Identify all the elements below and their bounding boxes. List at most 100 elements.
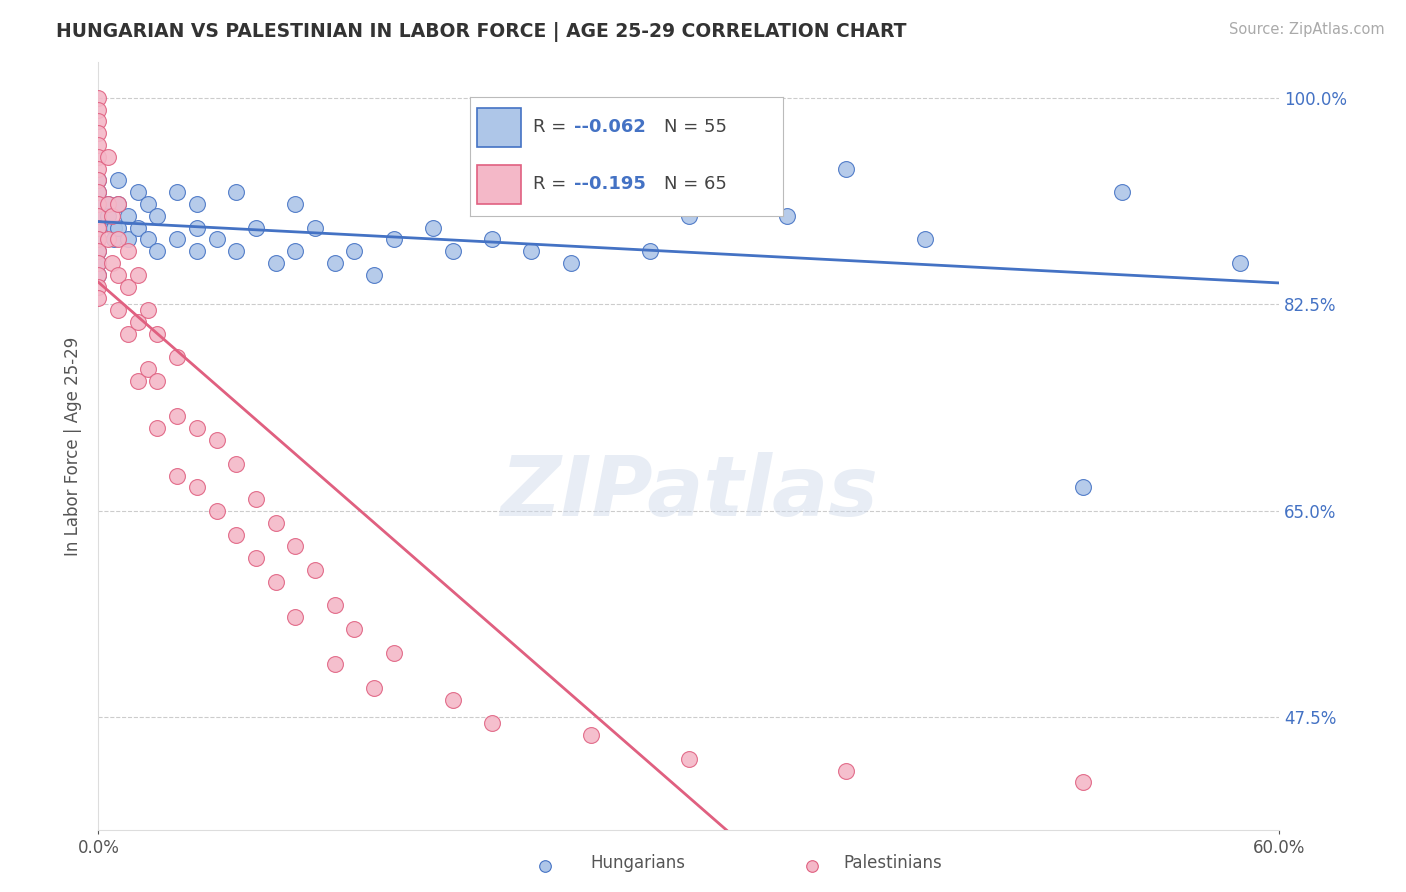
Point <box>245 220 267 235</box>
Point <box>87 186 110 200</box>
Point <box>87 173 110 187</box>
Point <box>127 220 149 235</box>
Point <box>87 256 110 270</box>
Point <box>382 232 405 246</box>
Point <box>87 232 110 246</box>
Point <box>166 468 188 483</box>
Point <box>127 186 149 200</box>
Point <box>87 256 110 270</box>
Point <box>146 421 169 435</box>
Point <box>107 220 129 235</box>
Point <box>186 421 208 435</box>
Point <box>101 209 124 223</box>
Point <box>534 858 557 872</box>
Point <box>441 692 464 706</box>
Point <box>363 268 385 282</box>
Point <box>205 504 228 518</box>
Point <box>97 197 120 211</box>
Point <box>146 374 169 388</box>
Point <box>304 220 326 235</box>
Point <box>363 681 385 695</box>
Point <box>117 279 139 293</box>
Point <box>87 268 110 282</box>
Point <box>835 161 858 176</box>
Point <box>343 622 366 636</box>
Point <box>343 244 366 259</box>
Point <box>1229 256 1251 270</box>
Point <box>107 232 129 246</box>
Point <box>481 232 503 246</box>
Point <box>87 103 110 117</box>
Point <box>87 220 110 235</box>
Point <box>87 138 110 153</box>
Point <box>127 268 149 282</box>
Point <box>107 197 129 211</box>
Point <box>1111 186 1133 200</box>
Point <box>264 256 287 270</box>
Point <box>166 232 188 246</box>
Y-axis label: In Labor Force | Age 25-29: In Labor Force | Age 25-29 <box>65 336 83 556</box>
Point <box>205 232 228 246</box>
Point <box>146 244 169 259</box>
Point <box>186 480 208 494</box>
Point <box>136 197 159 211</box>
Point <box>678 752 700 766</box>
Point <box>264 574 287 589</box>
Point <box>87 232 110 246</box>
Point <box>97 232 120 246</box>
Point <box>146 326 169 341</box>
Point <box>441 244 464 259</box>
Point <box>107 268 129 282</box>
Point <box>107 197 129 211</box>
Text: HUNGARIAN VS PALESTINIAN IN LABOR FORCE | AGE 25-29 CORRELATION CHART: HUNGARIAN VS PALESTINIAN IN LABOR FORCE … <box>56 22 907 42</box>
Point <box>579 728 602 742</box>
Text: Hungarians: Hungarians <box>591 855 686 872</box>
Point <box>87 209 110 223</box>
Point <box>520 244 543 259</box>
Point <box>382 646 405 660</box>
Point <box>225 244 247 259</box>
Point <box>127 374 149 388</box>
Point <box>186 220 208 235</box>
Point <box>284 610 307 624</box>
Point <box>87 91 110 105</box>
Point <box>835 764 858 778</box>
Point <box>136 362 159 376</box>
Point <box>801 858 824 872</box>
Point <box>422 220 444 235</box>
Point <box>117 232 139 246</box>
Point <box>87 279 110 293</box>
Point <box>87 220 110 235</box>
Point <box>87 244 110 259</box>
Point <box>87 209 110 223</box>
Point <box>245 492 267 507</box>
Point <box>97 197 120 211</box>
Point <box>87 114 110 128</box>
Point <box>284 244 307 259</box>
Point <box>284 539 307 553</box>
Point <box>117 326 139 341</box>
Point <box>87 126 110 140</box>
Point <box>186 197 208 211</box>
Point <box>245 551 267 566</box>
Point <box>166 186 188 200</box>
Point <box>117 244 139 259</box>
Text: Source: ZipAtlas.com: Source: ZipAtlas.com <box>1229 22 1385 37</box>
Point <box>87 150 110 164</box>
Point <box>186 244 208 259</box>
Point <box>87 244 110 259</box>
Point <box>323 657 346 672</box>
Point <box>304 563 326 577</box>
Point <box>87 186 110 200</box>
Point <box>87 197 110 211</box>
Point <box>136 232 159 246</box>
Point <box>87 173 110 187</box>
Point <box>97 150 120 164</box>
Point <box>87 292 110 306</box>
Point <box>284 197 307 211</box>
Point <box>101 256 124 270</box>
Point <box>225 527 247 541</box>
Point <box>97 209 120 223</box>
Point <box>264 516 287 530</box>
Point <box>87 268 110 282</box>
